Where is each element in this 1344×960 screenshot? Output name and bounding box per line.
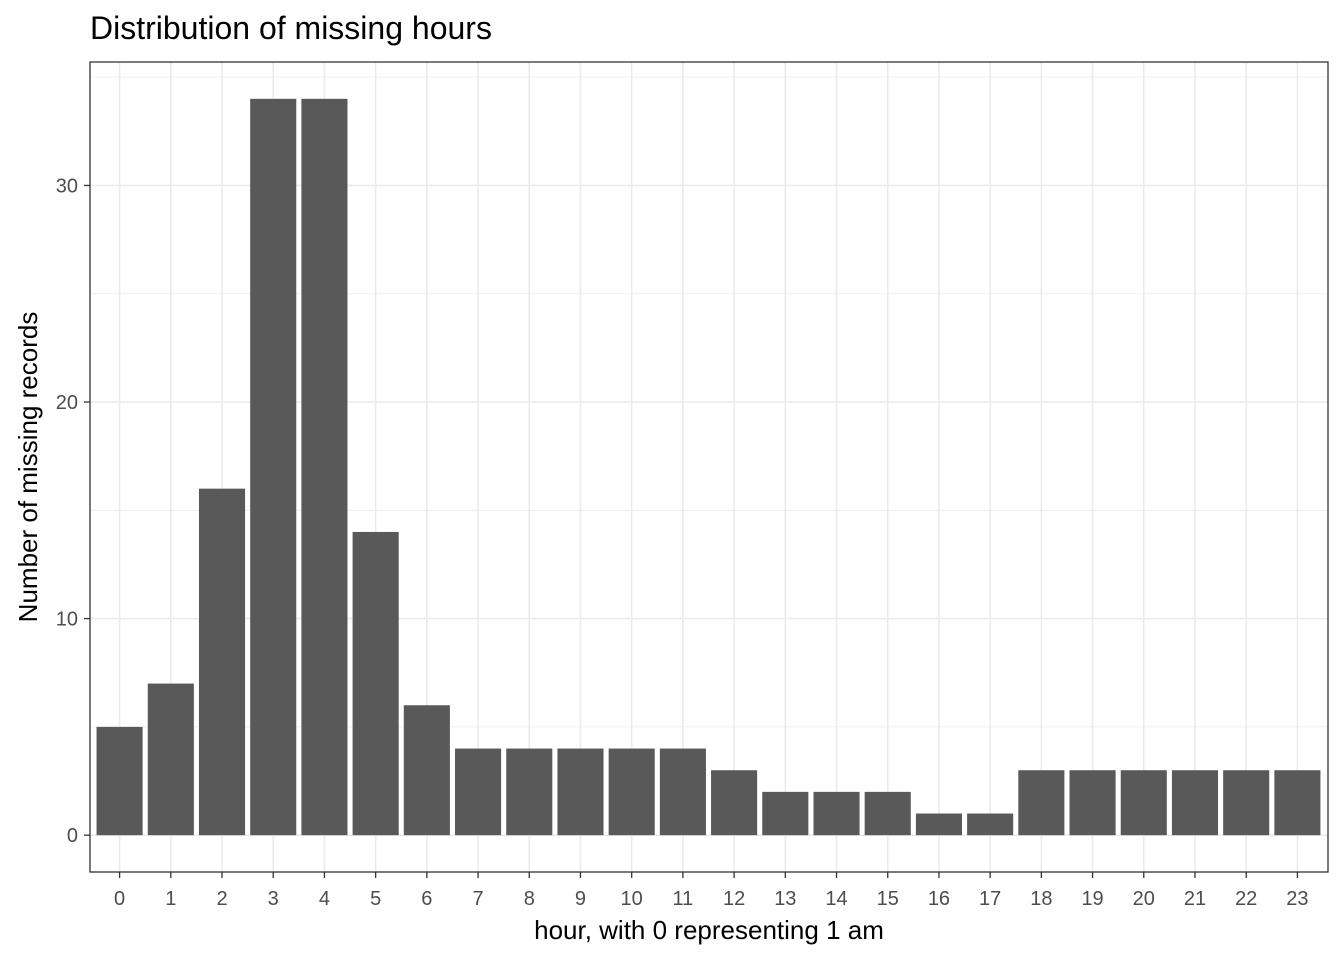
panel-border — [89, 61, 1329, 873]
x-tick-label: 2 — [216, 888, 227, 910]
y-axis-title: Number of missing records — [13, 312, 43, 623]
chart-title: Distribution of missing hours — [90, 10, 492, 46]
bar-13 — [762, 791, 809, 836]
bar-2 — [198, 488, 246, 836]
x-axis: 0 1 2 3 4 5 6 7 8 9 10 11 12 13 14 15 16 17 18 19 20 21 22 23 — [114, 872, 1309, 910]
bar-3 — [250, 98, 297, 836]
x-tick-label: 14 — [825, 888, 847, 910]
x-tick-label: 3 — [268, 888, 279, 910]
y-tick-label: 0 — [67, 825, 78, 847]
y-tick-label: 30 — [56, 175, 78, 197]
bar-11 — [659, 748, 706, 836]
x-tick-label: 20 — [1133, 888, 1155, 910]
bar-15 — [864, 791, 911, 836]
bar-17 — [967, 813, 1014, 836]
x-axis-title: hour, with 0 representing 1 am — [534, 915, 884, 945]
x-tick-label: 21 — [1184, 888, 1206, 910]
x-tick-label: 5 — [370, 888, 381, 910]
bar-7 — [455, 748, 502, 836]
x-tick-label: 10 — [621, 888, 643, 910]
bar-8 — [506, 748, 553, 836]
bar-4 — [301, 98, 348, 836]
x-tick-label: 1 — [165, 888, 176, 910]
bar-14 — [813, 791, 860, 836]
x-tick-label: 13 — [774, 888, 796, 910]
bar-16 — [915, 813, 962, 836]
x-tick-label: 23 — [1286, 888, 1308, 910]
bar-10 — [608, 748, 655, 836]
bar-9 — [557, 748, 604, 836]
x-tick-label: 4 — [319, 888, 330, 910]
bar-23 — [1274, 770, 1321, 836]
bar-12 — [711, 770, 758, 836]
y-tick-label: 10 — [56, 609, 78, 631]
x-tick-label: 6 — [421, 888, 432, 910]
x-tick-label: 17 — [979, 888, 1001, 910]
x-tick-label: 15 — [877, 888, 899, 910]
bar-5 — [352, 531, 399, 836]
x-tick-label: 9 — [575, 888, 586, 910]
x-tick-label: 7 — [472, 888, 483, 910]
x-tick-label: 0 — [114, 888, 125, 910]
bar-19 — [1069, 770, 1116, 836]
x-tick-label: 19 — [1081, 888, 1103, 910]
x-tick-label: 16 — [928, 888, 950, 910]
bar-21 — [1171, 770, 1219, 836]
bars — [96, 98, 1321, 836]
y-tick-label: 20 — [56, 392, 78, 414]
x-tick-label: 22 — [1235, 888, 1257, 910]
x-tick-label: 12 — [723, 888, 745, 910]
x-tick-label: 11 — [673, 888, 694, 910]
x-tick-label: 8 — [524, 888, 535, 910]
bar-1 — [147, 683, 194, 836]
bar-0 — [96, 726, 143, 836]
bar-20 — [1120, 770, 1167, 836]
bar-22 — [1223, 770, 1270, 836]
bar-6 — [403, 705, 450, 836]
x-tick-label: 18 — [1030, 888, 1052, 910]
bar-18 — [1018, 770, 1065, 836]
y-axis: 0 10 20 30 — [56, 175, 90, 847]
